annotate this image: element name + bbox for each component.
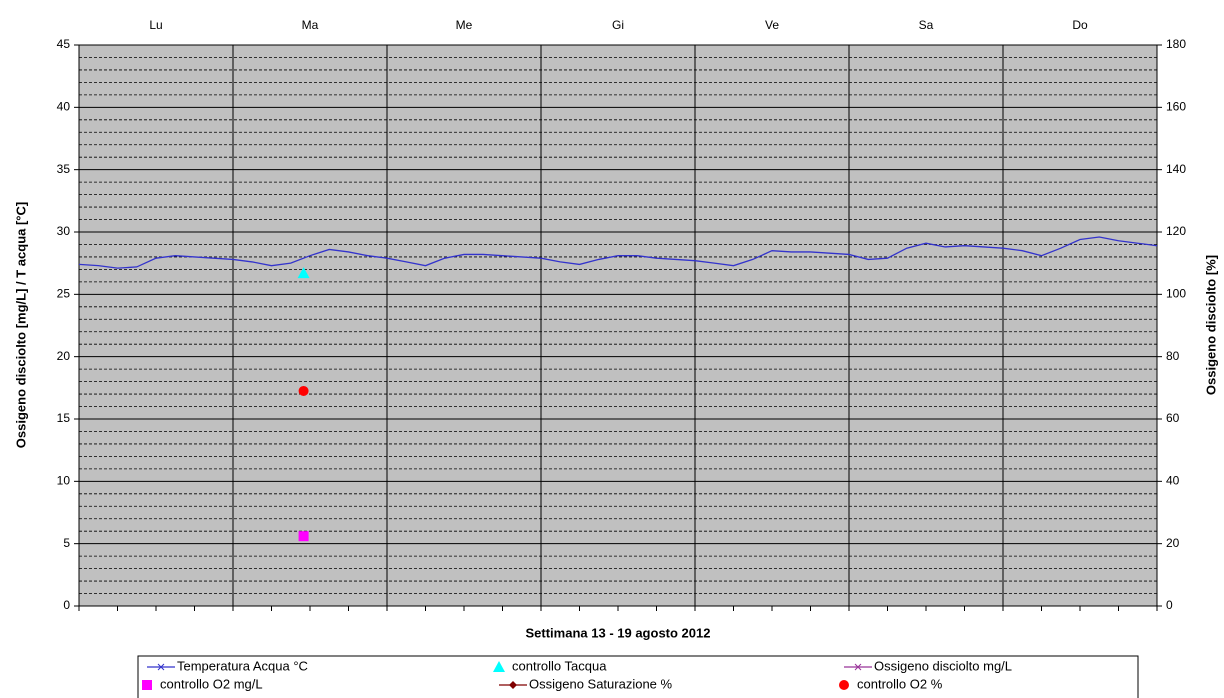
- y2-tick-label: 180: [1166, 37, 1186, 51]
- y-axis-title: Ossigeno disciolto [mg/L] / T acqua [°C]: [13, 202, 28, 448]
- marker: [493, 661, 505, 672]
- day-label: Me: [456, 18, 473, 32]
- legend-label: Ossigeno Saturazione %: [529, 676, 673, 691]
- y-tick-label: 20: [57, 349, 71, 363]
- legend-box: [137, 655, 1139, 698]
- y-tick-label: 5: [63, 536, 70, 550]
- marker: [509, 681, 517, 689]
- marker: [298, 385, 309, 396]
- day-label: Ve: [765, 18, 779, 32]
- y2-tick-label: 120: [1166, 224, 1186, 238]
- plot-area: [78, 44, 1158, 607]
- y2-tick-label: 140: [1166, 162, 1186, 176]
- y-tick-label: 30: [57, 224, 71, 238]
- y-tick-label: 45: [57, 37, 71, 51]
- y2-tick-label: 100: [1166, 287, 1186, 301]
- y2-tick-label: 20: [1166, 536, 1180, 550]
- y2-tick-label: 60: [1166, 411, 1180, 425]
- y-tick-label: 0: [63, 598, 70, 612]
- marker: [298, 531, 309, 542]
- marker: [157, 663, 165, 671]
- series-line: [78, 236, 1158, 269]
- y-tick-label: 40: [57, 100, 71, 114]
- y-tick-label: 15: [57, 411, 71, 425]
- y-tick-label: 25: [57, 287, 71, 301]
- marker: [142, 680, 152, 690]
- legend-label: controllo O2 %: [857, 676, 943, 691]
- marker: [854, 663, 862, 671]
- y2-tick-label: 80: [1166, 349, 1180, 363]
- day-label: Ma: [302, 18, 319, 32]
- y2-tick-label: 40: [1166, 474, 1180, 488]
- marker: [297, 267, 310, 279]
- legend-label: Temperatura Acqua °C: [177, 658, 308, 673]
- y-tick-label: 35: [57, 162, 71, 176]
- y-tick-label: 10: [57, 474, 71, 488]
- y2-axis-title: Ossigeno disciolto [%]: [1203, 255, 1218, 395]
- y2-tick-label: 160: [1166, 100, 1186, 114]
- day-label: Do: [1072, 18, 1088, 32]
- day-label: Gi: [612, 18, 624, 32]
- y2-tick-label: 0: [1166, 598, 1173, 612]
- x-axis-title: Settimana 13 - 19 agosto 2012: [526, 625, 711, 640]
- legend-label: Ossigeno disciolto mg/L: [874, 658, 1012, 673]
- day-label: Lu: [149, 18, 162, 32]
- day-label: Sa: [919, 18, 934, 32]
- legend-label: controllo O2 mg/L: [160, 676, 263, 691]
- marker: [839, 680, 849, 690]
- legend-label: controllo Tacqua: [512, 658, 607, 673]
